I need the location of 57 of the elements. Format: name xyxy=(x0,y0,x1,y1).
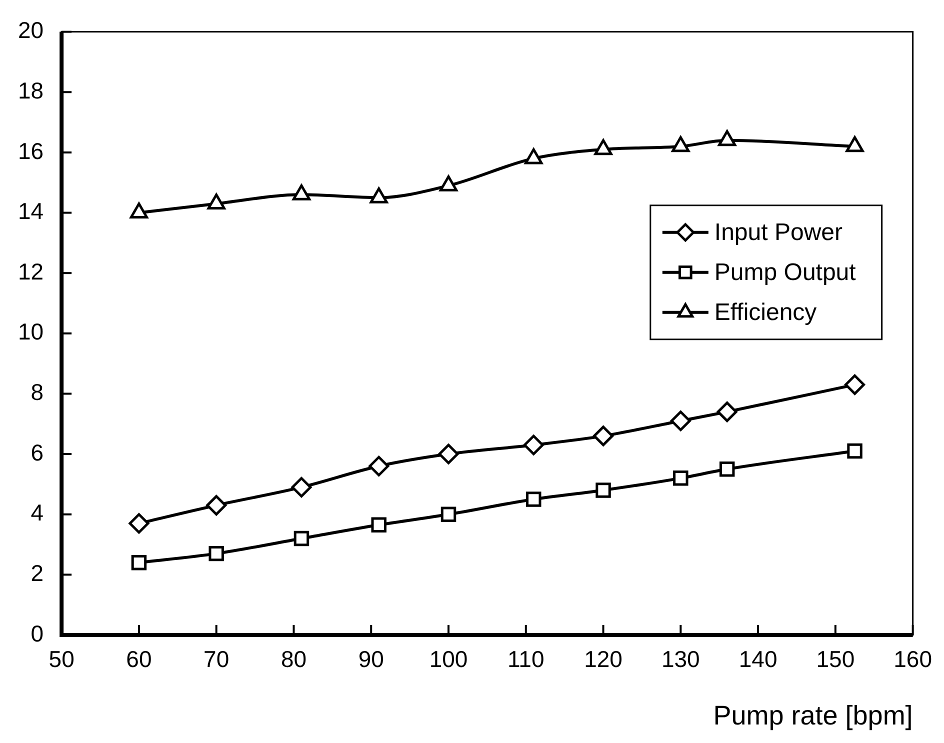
legend-label: Pump Output xyxy=(714,259,856,286)
legend-label: Efficiency xyxy=(714,299,817,326)
point xyxy=(594,139,612,156)
x-tick-label: 90 xyxy=(358,646,384,672)
x-tick-label: 150 xyxy=(816,646,855,672)
x-tick-label: 120 xyxy=(584,646,622,672)
x-tick-label: 110 xyxy=(508,646,544,672)
x-axis-title: Pump rate [bpm] xyxy=(713,700,913,730)
x-tick-label: 130 xyxy=(661,646,700,672)
point xyxy=(207,193,226,210)
point xyxy=(371,517,386,533)
point xyxy=(593,426,614,446)
point xyxy=(716,402,738,422)
point xyxy=(294,530,310,546)
x-tick-label: 80 xyxy=(280,646,307,672)
x-tick-label: 160 xyxy=(894,646,932,672)
point xyxy=(292,184,311,200)
y-tick-label: 0 xyxy=(30,620,44,646)
point xyxy=(523,434,544,456)
point xyxy=(847,443,862,459)
point xyxy=(128,513,150,534)
point xyxy=(438,444,459,464)
point xyxy=(131,555,147,570)
point xyxy=(844,374,866,395)
point xyxy=(439,175,458,192)
point xyxy=(206,495,227,516)
point xyxy=(673,470,688,486)
y-tick-label: 20 xyxy=(18,17,44,44)
x-tick-label: 100 xyxy=(429,646,468,672)
point xyxy=(846,136,864,152)
x-tick-label: 50 xyxy=(48,646,74,672)
point xyxy=(670,410,691,432)
point xyxy=(368,456,390,476)
y-tick-label: 8 xyxy=(30,379,44,406)
x-tick-label: 70 xyxy=(204,646,230,672)
x-tick-label: 60 xyxy=(126,646,152,672)
point xyxy=(291,476,312,498)
point xyxy=(524,148,543,164)
point xyxy=(208,546,224,562)
y-tick-label: 18 xyxy=(18,77,44,104)
point xyxy=(672,136,690,152)
point xyxy=(440,506,456,522)
y-tick-label: 4 xyxy=(30,500,44,526)
point xyxy=(719,462,735,477)
legend-label: Input Power xyxy=(714,219,842,246)
x-tick-label: 140 xyxy=(738,646,778,672)
y-tick-label: 6 xyxy=(30,439,44,466)
point xyxy=(370,187,388,204)
y-tick-label: 2 xyxy=(30,560,44,586)
y-tick-label: 14 xyxy=(18,198,44,224)
y-tick-label: 12 xyxy=(18,258,44,284)
y-tick-label: 16 xyxy=(18,138,44,164)
point xyxy=(596,482,611,498)
point xyxy=(718,130,736,146)
point xyxy=(526,492,542,507)
y-tick-label: 10 xyxy=(18,318,44,345)
point xyxy=(130,202,148,219)
